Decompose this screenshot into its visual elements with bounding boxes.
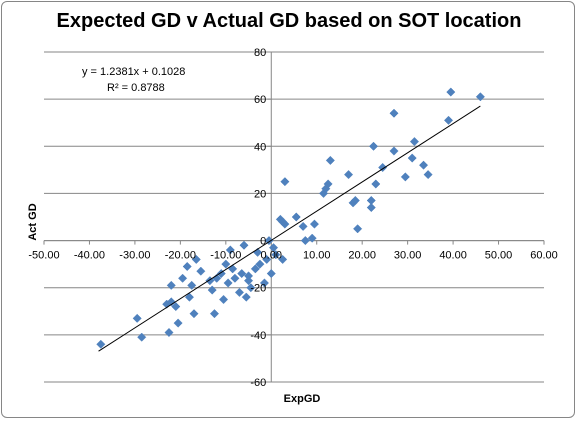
x-tick-label-4: -10.00 — [210, 250, 241, 262]
data-point-34 — [250, 264, 260, 274]
tick-labels: -60 -40 -20 0 20 40 60 80 -50.00 -40.00 -30.00 -20.… — [28, 47, 557, 389]
x-tick-label-5: 0.00 — [261, 250, 282, 262]
data-point-62 — [366, 195, 376, 206]
data-point-75 — [475, 92, 485, 102]
data-point-5 — [166, 297, 176, 307]
data-point-23 — [223, 278, 233, 288]
data-point-47 — [280, 219, 290, 229]
data-point-33 — [246, 283, 256, 293]
x-tick-label-7: 20.00 — [348, 250, 376, 262]
y-tick-label-6: 60 — [254, 94, 266, 106]
data-point-68 — [400, 172, 410, 182]
data-point-42 — [271, 250, 281, 260]
data-point-55 — [323, 179, 333, 189]
chart-title: Expected GD v Actual GD based on SOT loc… — [56, 10, 522, 32]
trendline-equation: y = 1.2381x + 0.1028 — [82, 66, 185, 78]
data-point-60 — [353, 224, 363, 234]
data-point-67 — [389, 108, 399, 118]
data-point-36 — [255, 259, 265, 269]
data-point-61 — [366, 203, 376, 213]
trendline-layer — [98, 105, 481, 352]
y-axis-label: Act GD — [27, 203, 39, 240]
x-tick-label-3: -20.00 — [165, 250, 196, 262]
y-tick-label-1: -40 — [250, 330, 266, 342]
data-point-1 — [132, 313, 142, 323]
data-point-52 — [309, 219, 320, 229]
x-tick-label-10: 50.00 — [485, 250, 513, 262]
data-point-63 — [368, 141, 379, 151]
x-tick-label-9: 40.00 — [439, 250, 467, 262]
trendline-r-squared: R² = 0.8788 — [107, 82, 165, 94]
data-point-2 — [137, 332, 147, 342]
data-point-56 — [325, 155, 335, 165]
data-point-27 — [234, 287, 245, 297]
y-tick-label-3: 0 — [260, 236, 266, 248]
data-point-49 — [298, 221, 308, 231]
data-point-15 — [196, 266, 206, 276]
data-point-10 — [182, 261, 192, 272]
data-point-18 — [209, 309, 220, 319]
data-point-64 — [371, 179, 381, 189]
data-point-25 — [228, 264, 238, 274]
y-tick-label-4: 20 — [254, 188, 266, 200]
x-tick-label-2: -30.00 — [119, 250, 150, 262]
data-point-17 — [207, 285, 217, 295]
data-point-13 — [189, 309, 199, 319]
data-point-32 — [243, 276, 254, 286]
data-point-28 — [237, 269, 247, 279]
data-point-14 — [191, 254, 201, 264]
data-point-43 — [278, 254, 288, 264]
data-point-57 — [343, 170, 354, 180]
y-tick-label-0: -60 — [250, 377, 266, 389]
x-tick-label-0: -50.00 — [28, 250, 59, 262]
data-point-72 — [423, 170, 433, 180]
data-point-9 — [178, 273, 188, 283]
data-point-11 — [184, 292, 195, 302]
data-point-46 — [280, 177, 290, 187]
data-point-24 — [225, 245, 235, 255]
data-point-8 — [173, 318, 183, 328]
y-tick-label-7: 80 — [254, 47, 266, 59]
x-tick-label-8: 30.00 — [394, 250, 422, 262]
data-point-38 — [262, 254, 272, 264]
data-point-22 — [221, 259, 231, 269]
data-point-4 — [166, 280, 176, 290]
data-point-12 — [187, 280, 197, 290]
data-point-48 — [291, 212, 301, 222]
data-point-0 — [96, 339, 106, 349]
data-point-30 — [241, 292, 251, 302]
data-point-21 — [218, 294, 229, 305]
y-tick-label-2: -20 — [250, 283, 266, 295]
trendline — [98, 105, 481, 352]
data-point-7 — [171, 302, 181, 312]
x-axis-label: ExpGD — [284, 393, 321, 405]
y-tick-label-5: 40 — [254, 141, 266, 153]
data-point-71 — [418, 160, 429, 170]
data-point-74 — [446, 87, 456, 97]
data-points — [96, 87, 485, 349]
data-point-37 — [259, 278, 270, 288]
data-point-29 — [239, 240, 249, 250]
data-point-40 — [266, 269, 276, 279]
x-tick-label-1: -40.00 — [74, 250, 105, 262]
data-point-69 — [407, 153, 417, 163]
data-point-6 — [164, 327, 174, 338]
x-tick-label-11: 60.00 — [530, 250, 558, 262]
data-point-70 — [409, 137, 420, 147]
data-point-66 — [389, 146, 399, 156]
x-tick-label-6: 10.00 — [303, 250, 331, 262]
data-point-73 — [443, 115, 454, 125]
data-point-51 — [307, 233, 317, 243]
data-point-26 — [230, 273, 240, 283]
data-point-41 — [268, 243, 279, 253]
data-point-50 — [300, 236, 310, 246]
data-point-59 — [350, 195, 360, 206]
